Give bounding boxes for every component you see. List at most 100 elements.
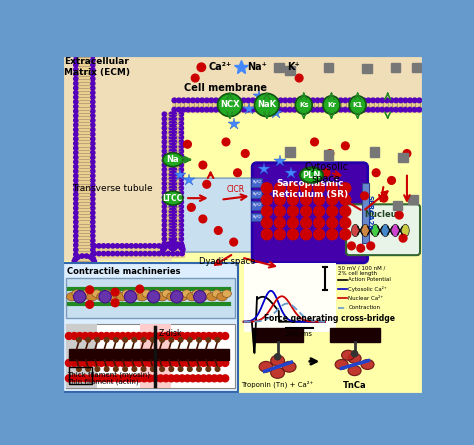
Circle shape xyxy=(222,375,228,382)
Circle shape xyxy=(166,244,170,248)
Circle shape xyxy=(264,107,269,112)
Circle shape xyxy=(340,229,351,240)
Circle shape xyxy=(111,288,119,296)
Circle shape xyxy=(172,204,176,209)
Circle shape xyxy=(162,163,166,167)
Ellipse shape xyxy=(132,290,141,298)
Circle shape xyxy=(214,98,219,103)
Circle shape xyxy=(162,117,166,121)
Circle shape xyxy=(169,130,173,135)
Circle shape xyxy=(146,375,153,382)
Circle shape xyxy=(169,112,173,117)
Circle shape xyxy=(372,169,380,177)
Circle shape xyxy=(169,177,173,181)
Circle shape xyxy=(124,291,137,303)
Circle shape xyxy=(314,183,325,194)
Circle shape xyxy=(175,251,180,256)
Circle shape xyxy=(73,58,78,62)
Circle shape xyxy=(91,243,95,247)
Circle shape xyxy=(91,53,95,58)
Circle shape xyxy=(95,367,100,372)
Circle shape xyxy=(162,135,166,139)
Circle shape xyxy=(357,244,365,252)
Text: TnCa: TnCa xyxy=(343,380,366,390)
Circle shape xyxy=(119,360,126,366)
Circle shape xyxy=(179,182,183,186)
Circle shape xyxy=(380,194,388,202)
Circle shape xyxy=(412,107,417,112)
Circle shape xyxy=(91,137,95,141)
Circle shape xyxy=(178,337,183,342)
Circle shape xyxy=(179,112,183,117)
Ellipse shape xyxy=(163,153,183,166)
Circle shape xyxy=(130,332,137,340)
Ellipse shape xyxy=(167,292,177,301)
Circle shape xyxy=(228,98,232,103)
Circle shape xyxy=(92,251,97,256)
Circle shape xyxy=(315,107,320,112)
Ellipse shape xyxy=(255,93,279,117)
Circle shape xyxy=(169,195,173,199)
Circle shape xyxy=(169,237,173,241)
Circle shape xyxy=(261,229,272,240)
Circle shape xyxy=(73,243,78,247)
Circle shape xyxy=(292,107,297,112)
Circle shape xyxy=(72,259,76,263)
Circle shape xyxy=(177,98,182,103)
Circle shape xyxy=(157,375,164,382)
Circle shape xyxy=(146,360,153,366)
Circle shape xyxy=(87,360,94,366)
Circle shape xyxy=(327,183,337,194)
Circle shape xyxy=(191,98,195,103)
Text: LTCC: LTCC xyxy=(163,194,183,202)
Circle shape xyxy=(109,375,116,382)
Circle shape xyxy=(163,375,169,382)
Circle shape xyxy=(380,107,384,112)
Circle shape xyxy=(394,98,399,103)
Circle shape xyxy=(71,332,78,340)
Circle shape xyxy=(200,107,204,112)
Ellipse shape xyxy=(335,360,348,369)
Circle shape xyxy=(151,367,155,372)
Circle shape xyxy=(329,98,334,103)
Circle shape xyxy=(91,174,95,178)
Circle shape xyxy=(92,244,97,248)
Circle shape xyxy=(251,107,255,112)
Circle shape xyxy=(103,332,110,340)
Circle shape xyxy=(232,98,237,103)
Circle shape xyxy=(179,237,183,241)
Ellipse shape xyxy=(152,290,161,298)
Circle shape xyxy=(169,167,173,172)
Circle shape xyxy=(403,98,408,103)
Circle shape xyxy=(132,367,137,372)
Circle shape xyxy=(169,140,173,144)
Circle shape xyxy=(106,244,110,248)
Circle shape xyxy=(371,107,375,112)
Ellipse shape xyxy=(192,290,201,298)
Bar xyxy=(69,367,92,384)
Circle shape xyxy=(169,337,173,342)
Ellipse shape xyxy=(162,290,171,298)
Circle shape xyxy=(119,332,126,340)
Circle shape xyxy=(327,218,337,228)
Circle shape xyxy=(136,285,144,293)
Circle shape xyxy=(91,247,95,252)
Circle shape xyxy=(322,169,330,177)
Circle shape xyxy=(327,229,337,240)
Bar xyxy=(362,183,369,243)
Text: 200 ms: 200 ms xyxy=(286,332,312,337)
Circle shape xyxy=(172,232,176,236)
Circle shape xyxy=(172,117,176,121)
Circle shape xyxy=(147,244,152,248)
Circle shape xyxy=(166,242,171,246)
Circle shape xyxy=(251,98,255,103)
Circle shape xyxy=(73,257,78,261)
Circle shape xyxy=(162,112,166,117)
Ellipse shape xyxy=(271,368,284,378)
Circle shape xyxy=(129,251,133,256)
Circle shape xyxy=(310,98,315,103)
Circle shape xyxy=(184,332,191,340)
Circle shape xyxy=(91,142,95,146)
Circle shape xyxy=(136,375,143,382)
Circle shape xyxy=(399,98,403,103)
